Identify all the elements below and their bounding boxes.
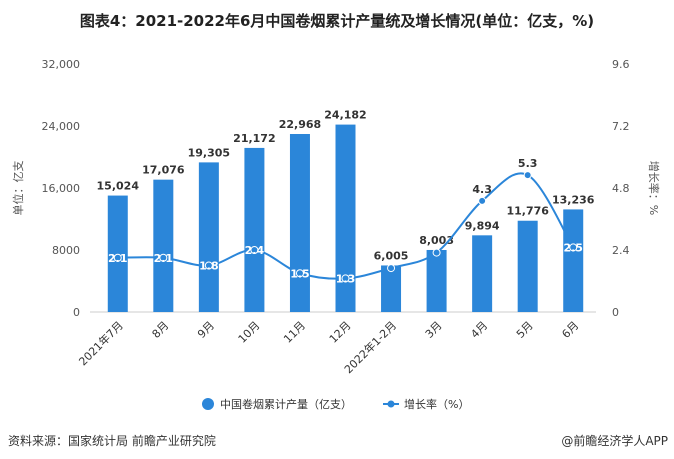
bar-value-label: 21,172 [233, 132, 275, 145]
line-value-label: 1.5 [290, 267, 310, 280]
bar [517, 220, 538, 312]
x-tick-label: 2021年7月 [76, 318, 126, 368]
line-point [569, 243, 578, 252]
y-left-axis-label: 单位：亿支 [11, 161, 25, 216]
line-point [113, 253, 122, 262]
line-value-label: 2.5 [563, 241, 583, 254]
brand-credit: @前瞻经济学人APP [561, 434, 668, 448]
line-point [478, 196, 487, 205]
line-point [432, 248, 441, 257]
line-point [523, 171, 532, 180]
line-value-label: 1.3 [336, 272, 356, 285]
bar [244, 147, 265, 312]
bar [426, 249, 447, 312]
bar [198, 162, 219, 312]
line-value-label: 1.8 [199, 260, 219, 273]
y-left-tick-label: 24,000 [42, 120, 81, 133]
line-point [387, 264, 396, 273]
line-point [204, 261, 213, 270]
x-tick-label: 4月 [468, 319, 490, 341]
bar [153, 179, 174, 312]
bar-value-label: 17,076 [142, 164, 185, 177]
bar-value-label: 6,005 [374, 249, 409, 262]
x-tick-label: 6月 [559, 319, 581, 341]
bar [289, 133, 310, 312]
legend-line-label: 增长率（%） [404, 397, 469, 411]
y-left-tick-label: 32,000 [42, 58, 81, 71]
x-tick-label: 11月 [281, 319, 308, 346]
y-right-tick-label: 2.4 [612, 244, 630, 257]
bar-value-label: 15,024 [97, 180, 140, 193]
y-left-tick-label: 16,000 [42, 182, 81, 195]
bar-value-label: 13,236 [552, 193, 595, 206]
legend-bar-swatch [202, 398, 214, 410]
legend-line-marker [387, 400, 395, 408]
bar-value-label: 9,894 [465, 219, 500, 232]
line-point [250, 246, 259, 254]
y-left-tick-label: 0 [73, 306, 80, 319]
line-point [295, 269, 304, 278]
bar [335, 124, 356, 312]
y-right-tick-label: 7.2 [612, 120, 630, 133]
bar [472, 235, 493, 312]
bar-value-label: 24,182 [324, 109, 366, 122]
x-tick-label: 8月 [150, 319, 172, 341]
line-value-label: 2.1 [108, 252, 128, 265]
y-left-tick-label: 8000 [52, 244, 80, 257]
y-right-axis-label: 增长率：% [647, 161, 661, 215]
chart-title: 图表4：2021-2022年6月中国卷烟累计产量统及增长情况(单位：亿支，%) [79, 12, 595, 30]
line-value-label: 5.3 [518, 157, 538, 170]
bar-value-label: 19,305 [188, 146, 230, 159]
legend-bar-label: 中国卷烟累计产量（亿支） [220, 397, 352, 411]
source-note: 资料来源：国家统计局 前瞻产业研究院 [8, 434, 216, 448]
y-right-tick-label: 0 [612, 306, 619, 319]
line-value-label: 2.4 [245, 244, 265, 257]
line-value-label: 2.1 [154, 252, 174, 265]
line-point [341, 274, 350, 283]
x-tick-label: 12月 [327, 319, 354, 346]
bar [563, 209, 584, 312]
bar-value-label: 11,776 [506, 205, 549, 218]
bar-value-label: 22,968 [279, 118, 321, 131]
x-tick-label: 3月 [423, 319, 445, 341]
x-tick-label: 9月 [195, 319, 217, 341]
bar [381, 265, 402, 312]
y-right-tick-label: 4.8 [612, 182, 630, 195]
line-point [159, 253, 168, 262]
y-right-tick-label: 9.6 [612, 58, 630, 71]
x-tick-label: 5月 [514, 319, 536, 341]
x-tick-label: 10月 [236, 319, 263, 346]
line-value-label: 4.3 [472, 183, 492, 196]
